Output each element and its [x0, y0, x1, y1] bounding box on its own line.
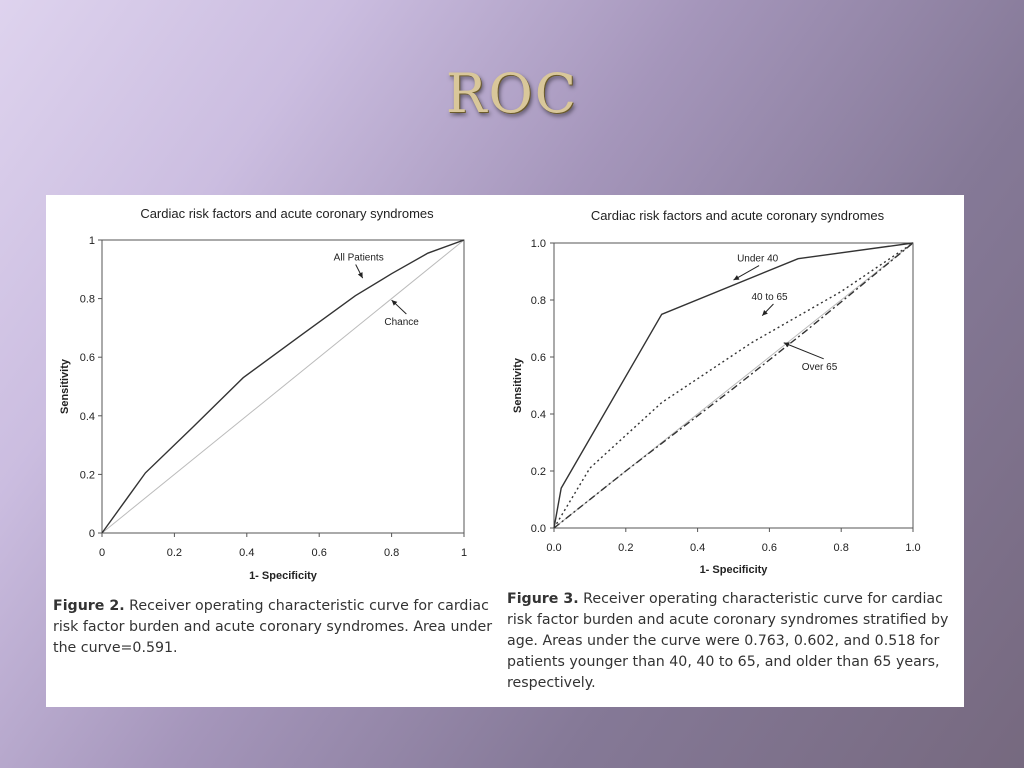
figure-2-caption-label: Figure 2. — [53, 598, 125, 614]
chart1-annotation-arrowhead — [391, 300, 398, 306]
chart2-series-over-65 — [553, 242, 914, 529]
chart1-annotation-arrowhead — [357, 272, 363, 279]
figure-3-caption-label: Figure 3. — [507, 591, 579, 607]
chart2-y-tick-label: 0.6 — [531, 352, 546, 364]
chart2-y-axis-label: Sensitivity — [512, 357, 524, 413]
chart2-plot-frame — [553, 242, 914, 529]
chart1-x-tick-label: 0 — [99, 547, 105, 559]
chart1-x-axis-label: 1- Specificity — [249, 570, 318, 582]
roc-chart-all-patients: Cardiac risk factors and acute coronary … — [59, 206, 467, 582]
chart1-x-tick-label: 0.8 — [384, 547, 399, 559]
chart1-plot-frame — [101, 239, 465, 534]
figure-2-caption: Figure 2. Receiver operating characteris… — [53, 596, 498, 659]
chart1-y-tick-label: 1 — [89, 235, 95, 247]
chart2-series-40-to-65 — [553, 242, 914, 529]
chart1-y-tick-label: 0.4 — [80, 411, 95, 423]
chart1-x-tick-label: 1 — [461, 547, 467, 559]
chart1-annotation-label: All Patients — [334, 253, 384, 264]
chart1-y-axis-label: Sensitivity — [59, 358, 71, 414]
chart2-annotation-arrowhead — [762, 309, 768, 316]
chart1-annotation-label: Chance — [384, 317, 419, 328]
chart2-annotation-label: Over 65 — [802, 362, 838, 373]
chart2-x-tick-label: 0.0 — [546, 542, 561, 554]
chart1-x-tick-label: 0.2 — [167, 547, 182, 559]
chart2-x-tick-label: 0.6 — [762, 542, 777, 554]
chart1-y-tick-label: 0.2 — [80, 469, 95, 481]
chart1-y-tick-label: 0.8 — [80, 294, 95, 306]
figure-3-caption-text: Receiver operating characteristic curve … — [507, 591, 949, 691]
chart2-y-tick-label: 0.0 — [531, 523, 546, 535]
chart2-y-tick-label: 0.8 — [531, 295, 546, 307]
chart2-x-tick-label: 0.8 — [834, 542, 849, 554]
chart2-annotation-label: 40 to 65 — [751, 292, 788, 303]
figure-2: Cardiac risk factors and acute coronary … — [46, 195, 506, 707]
chart2-annotation-arrow — [783, 342, 824, 360]
chart2-x-tick-label: 1.0 — [905, 542, 920, 554]
chart2-annotation-arrowhead — [783, 342, 790, 348]
chart1-title: Cardiac risk factors and acute coronary … — [140, 206, 434, 221]
chart1-series-chance — [101, 239, 465, 534]
slide-title: ROC — [445, 62, 579, 125]
chart2-x-tick-label: 0.2 — [618, 542, 633, 554]
chart2-annotation-arrowhead — [733, 275, 740, 281]
chart2-x-axis-label: 1- Specificity — [700, 564, 769, 576]
chart2-x-tick-label: 0.4 — [690, 542, 705, 554]
figure-panel: Cardiac risk factors and acute coronary … — [46, 195, 964, 707]
chart2-title: Cardiac risk factors and acute coronary … — [591, 208, 885, 223]
chart1-series-all-patients — [101, 239, 465, 534]
chart2-y-tick-label: 0.2 — [531, 466, 546, 478]
chart1-y-tick-label: 0.6 — [80, 352, 95, 364]
figure-2-caption-text: Receiver operating characteristic curve … — [53, 598, 493, 656]
chart2-y-tick-label: 1.0 — [531, 238, 546, 250]
chart1-y-tick-label: 0 — [89, 528, 95, 540]
chart2-series-under-40 — [553, 242, 914, 529]
figure-3: Cardiac risk factors and acute coronary … — [496, 195, 964, 707]
chart1-x-tick-label: 0.4 — [239, 547, 254, 559]
chart2-y-tick-label: 0.4 — [531, 409, 546, 421]
figure-3-caption: Figure 3. Receiver operating characteris… — [507, 589, 957, 694]
chart1-x-tick-label: 0.6 — [312, 547, 327, 559]
roc-chart-by-age: Cardiac risk factors and acute coronary … — [512, 208, 921, 576]
chart2-annotation-label: Under 40 — [737, 254, 779, 265]
